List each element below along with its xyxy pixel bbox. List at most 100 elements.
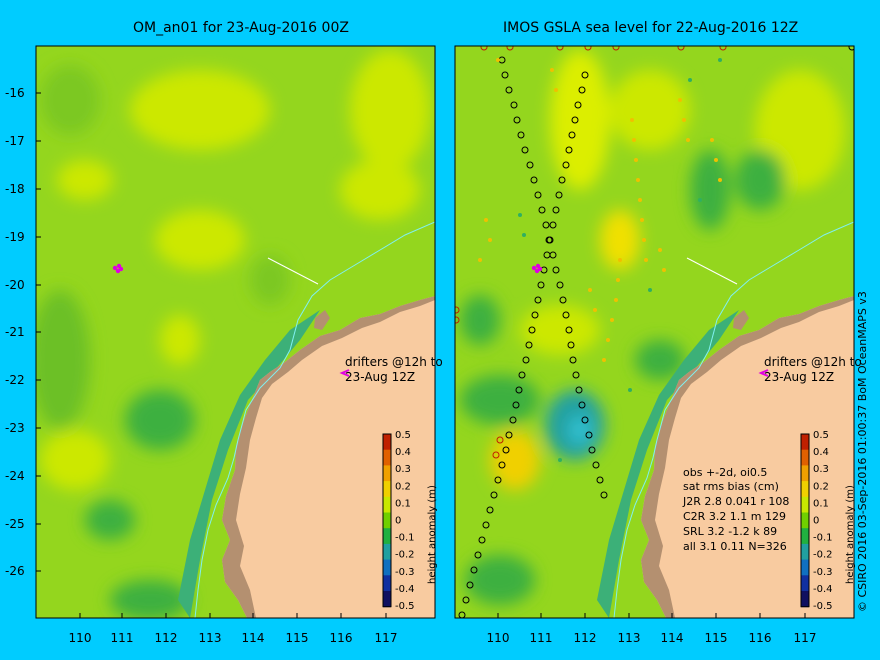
colorbar-segment: [383, 449, 391, 466]
colorbar-segment: [801, 543, 809, 561]
colorbar-tick-label: 0.2: [395, 481, 411, 492]
x-axis-labels-2: 110 111 112 113 114 115 116 117: [487, 631, 817, 645]
colorbar-segment: [383, 481, 391, 498]
x-label: 112: [155, 631, 178, 645]
drifter-marks-2: [531, 263, 543, 274]
colorbar-segment: [801, 528, 809, 545]
y-label: -16: [5, 86, 25, 100]
colorbar-segment: [383, 496, 391, 513]
drifters-note-line1: drifters @12h to: [345, 355, 443, 369]
x-label: 115: [705, 631, 728, 645]
x-label: 117: [794, 631, 817, 645]
colorbar-label: height anomaly (m): [427, 485, 438, 584]
y-label: -21: [5, 325, 25, 339]
x-label: 113: [618, 631, 641, 645]
colorbar-tick-label: 0.4: [395, 447, 411, 458]
x-label: 114: [242, 631, 265, 645]
colorbar-segment: [383, 575, 391, 592]
colorbar-tick-label: 0: [395, 516, 401, 527]
colorbar-tick-label: 0.2: [813, 481, 829, 492]
colorbar-tick-label: 0: [813, 516, 819, 527]
x-label: 111: [530, 631, 553, 645]
colorbar-tick-label: -0.3: [395, 567, 415, 578]
panel-1-map: [30, 46, 435, 618]
colorbar-segment: [801, 575, 809, 592]
y-label: -23: [5, 421, 25, 435]
x-label: 113: [199, 631, 222, 645]
y-label: -20: [5, 278, 25, 292]
colorbar-segment: [383, 512, 391, 529]
x-label: 117: [375, 631, 398, 645]
y-label: -24: [5, 469, 25, 483]
stats-header-1: obs +-2d, oi0.5: [683, 466, 767, 479]
colorbar-tick-label: -0.3: [813, 567, 833, 578]
colorbar-segment: [801, 449, 809, 466]
colorbar-segment: [383, 543, 391, 561]
axis-ticks: [36, 92, 806, 618]
colorbar-segment: [383, 559, 391, 576]
x-label: 111: [111, 631, 134, 645]
x-label: 116: [749, 631, 772, 645]
x-label: 112: [574, 631, 597, 645]
colorbar-tick-label: -0.2: [813, 550, 833, 561]
drifters-note-line2-2: 23-Aug 12Z: [764, 370, 834, 384]
colorbar-segment: [383, 591, 391, 608]
y-label: -26: [5, 564, 25, 578]
stats-row: J2R 2.8 0.041 r 108: [682, 495, 789, 508]
colorbar-segment: [801, 481, 809, 498]
x-label: 115: [286, 631, 309, 645]
colorbar-tick-label: 0.4: [813, 447, 829, 458]
colorbar-tick-label: 0.1: [395, 498, 411, 509]
y-label: -22: [5, 373, 25, 387]
colorbar-tick-label: 0.1: [813, 498, 829, 509]
colorbar-segment: [801, 496, 809, 513]
drifters-note-line1-2: drifters @12h to: [764, 355, 862, 369]
x-label: 116: [330, 631, 353, 645]
colorbar-tick-label: 0.5: [395, 430, 411, 441]
y-label: -25: [5, 517, 25, 531]
colorbar-tick-label: -0.1: [395, 533, 415, 544]
x-label: 110: [69, 631, 92, 645]
stats-row: SRL 3.2 -1.2 k 89: [683, 525, 777, 538]
drifter-marks: [112, 263, 124, 274]
copyright-text: © CSIRO 2016 03-Sep-2016 01:00:37 BoM Oc…: [856, 291, 869, 612]
colorbar-label: height anomaly (m): [845, 485, 856, 584]
stats-row: all 3.1 0.11 N=326: [683, 540, 787, 553]
drifters-note-line2: 23-Aug 12Z: [345, 370, 415, 384]
panel-2-title: IMOS GSLA sea level for 22-Aug-2016 12Z: [503, 20, 799, 36]
panel-2-map: [455, 46, 854, 618]
x-label: 114: [661, 631, 684, 645]
colorbar-tick-label: 0.5: [813, 430, 829, 441]
y-label: -19: [5, 230, 25, 244]
colorbar-tick-label: -0.4: [395, 584, 415, 595]
colorbar-segment: [383, 465, 391, 482]
colorbar-tick-label: 0.3: [395, 464, 411, 475]
panel-2-frame: [454, 45, 855, 619]
satellite-track-markers: [455, 46, 854, 618]
stats-row: C2R 3.2 1.1 m 129: [683, 510, 786, 523]
colorbar-segment: [801, 465, 809, 482]
stats-header-2: sat rms bias (cm): [683, 480, 779, 493]
colorbar-1: 0.5 0.4 0.3 0.2 0.1 0 -0.1 -0.2 -0.3 -0.4 -0.5 heig…: [382, 430, 438, 612]
colorbar-tick-label: -0.4: [813, 584, 833, 595]
y-label: -18: [5, 182, 25, 196]
x-label: 110: [487, 631, 510, 645]
colorbar-segment: [383, 528, 391, 545]
colorbar-tick-label: -0.5: [813, 601, 833, 612]
colorbar-tick-label: -0.5: [395, 601, 415, 612]
colorbar-frame: [800, 433, 810, 608]
colorbar-tick-label: -0.2: [395, 550, 415, 561]
y-label: -17: [5, 134, 25, 148]
x-axis-labels-1: 110 111 112 113 114 115 116 117: [69, 631, 398, 645]
colorbar-segment: [801, 512, 809, 529]
colorbar-2: 0.5 0.4 0.3 0.2 0.1 0 -0.1 -0.2 -0.3 -0.4 -0.5 heig…: [800, 430, 856, 612]
colorbar-segment: [801, 559, 809, 576]
colorbar-segment: [383, 434, 391, 451]
y-axis-labels: -16 -17 -18 -19 -20 -21 -22 -23 -24 -25 …: [5, 86, 25, 578]
satellite-stats: obs +-2d, oi0.5 sat rms bias (cm) J2R 2.…: [682, 466, 789, 553]
colorbar-frame: [382, 433, 392, 608]
panel-1-title: OM_an01 for 23-Aug-2016 00Z: [133, 20, 349, 36]
colorbar-segment: [801, 434, 809, 451]
colorbar-tick-label: -0.1: [813, 533, 833, 544]
